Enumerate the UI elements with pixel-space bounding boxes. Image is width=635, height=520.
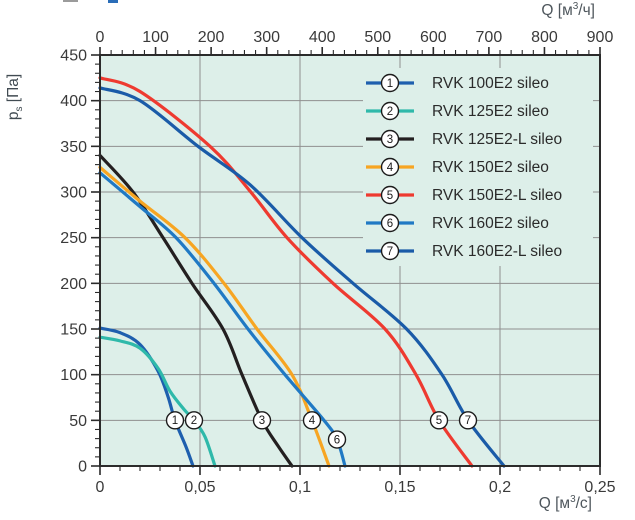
legend-label: RVK 125E2-L sileo <box>432 131 562 148</box>
curve-marker-circle <box>252 411 272 430</box>
legend-label: RVK 160E2 sileo <box>432 215 549 232</box>
legend-number-badge <box>380 213 400 233</box>
x-tick-label-bottom: 0,1 <box>289 479 311 496</box>
legend-number: 4 <box>387 162 394 174</box>
axis-ticks <box>91 47 601 475</box>
curve-marker-circle <box>429 411 449 430</box>
title-fragment-gray <box>63 0 78 2</box>
legend-label: RVK 150E2-L sileo <box>432 187 562 204</box>
y-tick-label: 450 <box>60 48 87 65</box>
x-tick-label-top: 800 <box>531 29 558 46</box>
legend-row-rvk-150e2-sileo: 4 RVK 150E2 sileo <box>366 157 549 177</box>
legend-number-badge <box>380 73 400 93</box>
curve-marker-1: 1 <box>165 411 185 430</box>
x-tick-label-top: 600 <box>420 29 447 46</box>
curve-1-rvk-100e2-sileo <box>98 326 195 468</box>
x-tick-label-top: 700 <box>476 29 503 46</box>
legend-number-badge <box>380 157 400 177</box>
curve-marker-circle <box>165 411 185 430</box>
legend-label: RVK 150E2 sileo <box>432 159 549 176</box>
legend-number-badge <box>380 185 400 205</box>
legend-number-badge <box>380 241 400 261</box>
x-tick-label-top: 900 <box>587 29 614 46</box>
x-tick-label-top: 400 <box>309 29 336 46</box>
x-tick-label-bottom: 0,05 <box>184 479 215 496</box>
curve-marker-7: 7 <box>458 411 478 430</box>
x-tick-label-top: 300 <box>253 29 280 46</box>
curve-marker-2: 2 <box>184 411 204 430</box>
curve-marker-number: 4 <box>309 415 316 427</box>
title-fragment-blue <box>108 0 118 3</box>
x-tick-label-bottom: 0,2 <box>489 479 511 496</box>
curve-marker-number: 6 <box>334 434 340 446</box>
legend-label: RVK 160E2-L sileo <box>432 243 562 260</box>
legend-number: 5 <box>387 190 393 202</box>
x-tick-label-top: 200 <box>198 29 225 46</box>
curve-marker-number: 2 <box>191 415 197 427</box>
y-tick-label: 250 <box>60 230 87 247</box>
curve-markers: 1 2 3 4 5 6 7 <box>165 411 478 449</box>
curve-marker-number: 3 <box>259 415 265 427</box>
curve-marker-5: 5 <box>429 411 449 430</box>
curve-marker-number: 5 <box>436 415 442 427</box>
curve-marker-3: 3 <box>252 411 272 430</box>
curve-marker-circle <box>302 411 322 430</box>
x-tick-label-bottom: 0,25 <box>584 479 615 496</box>
legend-row-rvk-150e2-l-sileo: 5 RVK 150E2-L sileo <box>366 185 562 205</box>
legend-row-rvk-125e2-l-sileo: 3 RVK 125E2-L sileo <box>366 129 562 149</box>
curve-marker-number: 1 <box>172 415 178 427</box>
legend-number: 1 <box>387 78 393 90</box>
curve-marker-circle <box>184 411 204 430</box>
x-axis-top-label: Q [м3/ч] <box>541 1 595 20</box>
curve-5-rvk-150e2-l-sileo <box>98 76 474 468</box>
legend-row-rvk-125e2-sileo: 2 RVK 125E2 sileo <box>366 101 549 121</box>
curve-marker-number: 7 <box>465 415 471 427</box>
legend-number-badge <box>380 101 400 121</box>
curve-marker-circle <box>458 411 478 430</box>
y-tick-label: 0 <box>78 459 87 476</box>
plot-border <box>99 54 601 467</box>
legend-label: RVK 125E2 sileo <box>432 103 549 120</box>
legend-number: 7 <box>387 246 393 258</box>
y-tick-label: 50 <box>69 413 87 430</box>
legend-row-rvk-100e2-sileo: 1 RVK 100E2 sileo <box>366 73 549 93</box>
curve-marker-circle <box>327 430 347 449</box>
x-tick-label-bottom: 0,15 <box>384 479 415 496</box>
y-tick-label: 200 <box>60 276 87 293</box>
y-axis-label: ps [Па] <box>5 73 26 121</box>
legend-row-rvk-160e2-l-sileo: 7 RVK 160E2-L sileo <box>366 241 562 261</box>
curve-marker-6: 6 <box>327 430 347 449</box>
legend: 1 RVK 100E2 sileo 2 RVK 125E2 sileo 3 RVK 125… <box>366 73 562 261</box>
y-tick-label: 150 <box>60 322 87 339</box>
legend-number: 3 <box>387 134 393 146</box>
curve-7-rvk-160e2-l-sileo <box>98 86 506 468</box>
legend-number: 2 <box>387 106 393 118</box>
legend-number: 6 <box>387 218 393 230</box>
y-tick-label: 300 <box>60 185 87 202</box>
curve-marker-4: 4 <box>302 411 322 430</box>
y-tick-label: 400 <box>60 93 87 110</box>
x-tick-label-bottom: 0 <box>96 479 105 496</box>
legend-row-rvk-160e2-sileo: 6 RVK 160E2 sileo <box>366 213 549 233</box>
x-tick-label-top: 0 <box>96 29 105 46</box>
y-tick-label: 350 <box>60 139 87 156</box>
x-axis-bottom-label: Q [м3/с] <box>538 494 592 513</box>
x-tick-label-top: 100 <box>142 29 169 46</box>
legend-label: RVK 100E2 sileo <box>432 75 549 92</box>
curve-2-rvk-125e2-sileo <box>98 335 217 468</box>
legend-number-badge <box>380 129 400 149</box>
x-tick-label-top: 500 <box>364 29 391 46</box>
y-tick-label: 100 <box>60 367 87 384</box>
tick-labels: 0 0,05 0,1 0,15 0,2 0,250 100 200 300 400 500 600 70… <box>60 29 615 496</box>
